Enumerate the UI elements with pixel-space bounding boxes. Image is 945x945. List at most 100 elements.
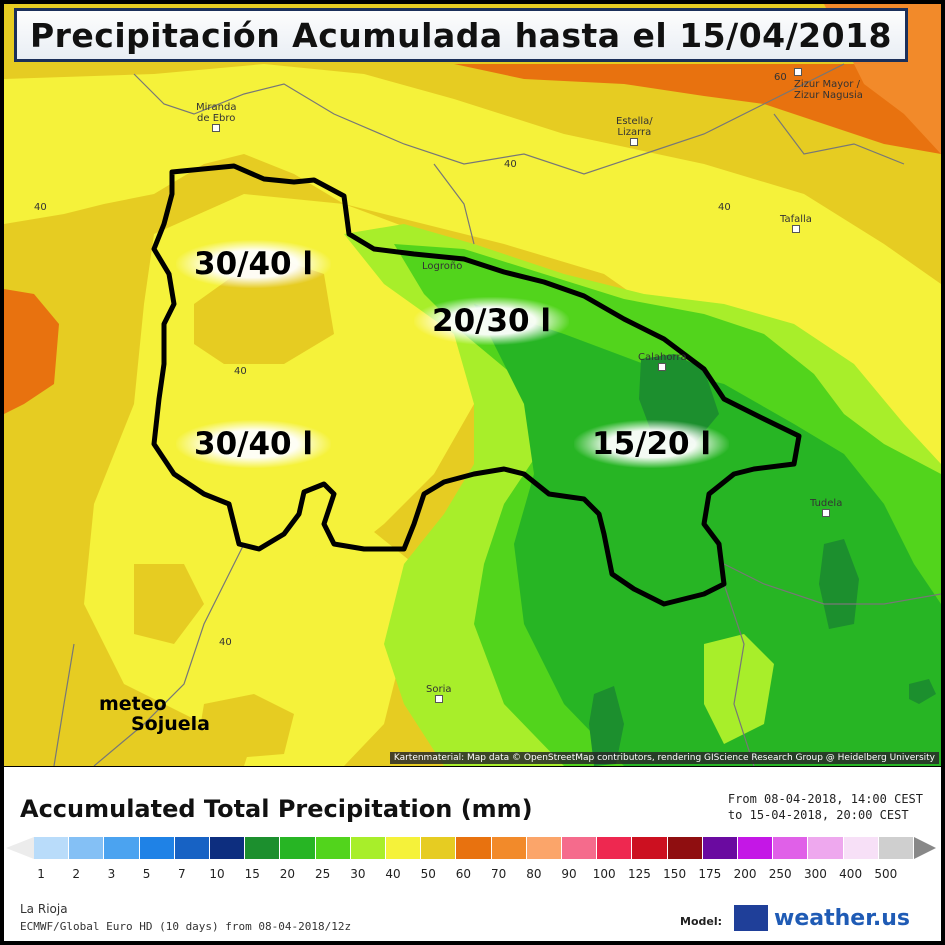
city-logrono[interactable]: Logroño [422, 261, 462, 272]
colorbar-tick-label: 10 [209, 867, 225, 881]
isoline-label: 40 [504, 159, 517, 170]
colorbar-cell [34, 837, 70, 859]
city-marker-icon [794, 68, 802, 76]
city-marker-icon [630, 138, 639, 146]
title-banner: Precipitación Acumulada hasta el 15/04/2… [14, 8, 908, 62]
legend-to: to 15-04-2018, 20:00 CEST [727, 808, 909, 822]
model-info: ECMWF/Global Euro HD (10 days) from 08-0… [20, 920, 352, 933]
colorbar-cell [562, 837, 598, 859]
colorbar-tick-label: 50 [420, 867, 436, 881]
colorbar-tick-label: 20 [279, 867, 296, 881]
colorbar-cell [210, 837, 246, 859]
city-label: Tudela [810, 498, 843, 509]
zone-label: 30/40 l [176, 240, 332, 288]
city-label: Tafalla [780, 214, 812, 225]
colorbar-tick-label: 90 [561, 867, 577, 881]
colorbar-ticks: 1 2 3 5 7 10 15 20 25 30 40 50 60 70 80 90 100 125 150 175 2… [34, 867, 914, 885]
colorbar-cell [738, 837, 774, 859]
city-marker-icon [212, 124, 221, 132]
colorbar-tick-label: 250 [768, 867, 792, 881]
colorbar-tick-label: 400 [839, 867, 863, 881]
zone-label: 30/40 l [176, 420, 332, 468]
isoline-label: 40 [34, 202, 47, 213]
colorbar-cell [808, 837, 844, 859]
colorbar-cell [632, 837, 668, 859]
watermark-line1: meteo [99, 693, 167, 715]
legend-date-range: From 08-04-2018, 14:00 CEST to 15-04-201… [728, 791, 923, 823]
map-attribution: Kartenmaterial: Map data © OpenStreetMap… [389, 752, 939, 764]
precipitation-map[interactable]: 40 40 40 40 40 60 Miranda de Ebro Estell… [4, 4, 941, 766]
colorbar-cell [667, 837, 703, 859]
colorbar-low-arrow-icon [6, 837, 34, 859]
map-canvas [4, 4, 941, 766]
colorbar-high-arrow-icon [914, 837, 936, 859]
watermark-line2: Sojuela [131, 713, 210, 735]
colorbar-tick-label: 80 [526, 867, 542, 881]
colorbar-tick-label: 200 [733, 867, 757, 881]
colorbar-tick-label: 7 [178, 867, 186, 881]
colorbar-tick-label: 15 [244, 867, 260, 881]
isoline-label: 40 [219, 637, 232, 648]
colorbar-tick-label: 300 [803, 867, 827, 881]
logo-text: weather.us [774, 905, 911, 931]
city-label: Logroño [422, 261, 463, 272]
colorbar-cell [174, 837, 211, 859]
colorbar-cell [597, 837, 633, 859]
colorbar-cell [386, 837, 422, 859]
colorbar-cell [315, 837, 351, 859]
colorbar-tick-label: 500 [874, 867, 898, 881]
city-zizur-mayor[interactable]: Zizur Mayor / Zizur Nagusia [794, 68, 863, 101]
eu-flag-icon [734, 905, 768, 931]
city-marker-icon [434, 695, 443, 703]
colorbar-cell [280, 837, 316, 859]
colorbar-cell [843, 837, 879, 859]
city-marker-icon [822, 509, 831, 517]
colorbar-cell [491, 837, 527, 859]
city-estella-lizarra[interactable]: Estella/ Lizarra [616, 116, 653, 149]
colorbar-cell [456, 837, 492, 859]
city-marker-icon [791, 225, 800, 233]
colorbar-cell [245, 837, 281, 859]
weather-us-logo[interactable]: weather.us [734, 905, 910, 931]
legend-panel: Accumulated Total Precipitation (mm) Fro… [4, 767, 941, 941]
colorbar-tick-label: 2 [72, 867, 81, 881]
colorbar-tick-label: 1 [37, 867, 45, 881]
colorbar-cell [526, 837, 563, 859]
legend-from: From 08-04-2018, 14:00 CEST [727, 792, 923, 806]
city-label: Soria [426, 684, 452, 695]
zone-label: 20/30 l [414, 297, 570, 345]
city-marker-icon [658, 363, 667, 371]
colorbar-tick-label: 175 [698, 867, 722, 881]
city-soria[interactable]: Soria [426, 684, 451, 706]
colorbar-tick-label: 150 [663, 867, 687, 881]
city-miranda-de-ebro[interactable]: Miranda de Ebro [196, 102, 236, 135]
colorbar-cell [878, 837, 915, 859]
city-calahorra[interactable]: Calahorra [638, 352, 687, 374]
meteo-sojuela-watermark: meteo Sojuela [99, 694, 210, 734]
city-label: Estella/ Lizarra [616, 116, 653, 138]
city-tafalla[interactable]: Tafalla [780, 214, 812, 236]
city-label: Miranda de Ebro [196, 102, 237, 124]
isoline-label: 40 [234, 366, 247, 377]
colorbar-tick-label: 125 [627, 867, 651, 881]
isoline-label: 40 [718, 202, 731, 213]
colorbar-tick-label: 25 [314, 867, 331, 881]
colorbar-tick-label: 5 [142, 867, 151, 881]
city-tudela[interactable]: Tudela [810, 498, 842, 520]
colorbar-tick-label: 40 [385, 867, 401, 881]
colorbar-cell [702, 837, 739, 859]
city-label: Zizur Mayor / Zizur Nagusia [794, 79, 863, 101]
colorbar-tick-label: 30 [350, 867, 366, 881]
zone-label: 15/20 l [574, 420, 730, 468]
region-label: La Rioja [20, 902, 68, 916]
colorbar-tick-label: 100 [592, 867, 616, 881]
colorbar-cell [350, 837, 387, 859]
colorbar-tick-label: 3 [107, 867, 116, 881]
colorbar-cell [104, 837, 140, 859]
colorbar-cell [421, 837, 457, 859]
city-label: Calahorra [638, 352, 687, 363]
legend-title: Accumulated Total Precipitation (mm) [20, 795, 533, 823]
colorbar-tick-label: 70 [490, 867, 507, 881]
colorbar-tick-label: 60 [455, 867, 472, 881]
